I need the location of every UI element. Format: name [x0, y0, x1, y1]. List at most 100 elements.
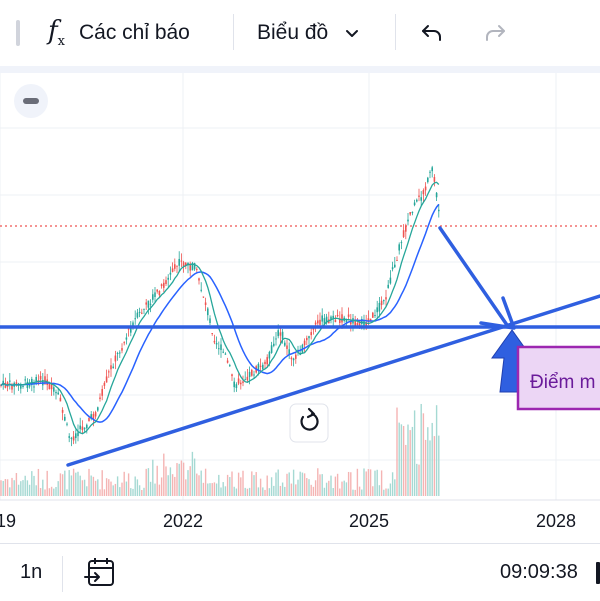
candle-body — [112, 366, 114, 369]
volume-bar — [138, 485, 141, 496]
candle-body — [165, 280, 167, 284]
volume-bar — [88, 468, 90, 496]
candle-body — [35, 377, 37, 383]
candle-body — [77, 432, 79, 437]
candle-body — [288, 349, 290, 355]
volume-bar — [11, 477, 13, 496]
candle-body — [70, 437, 73, 439]
calendar-goto-date-icon[interactable] — [83, 556, 117, 590]
volume-bar — [174, 476, 176, 496]
toolbar-edge-handle[interactable] — [16, 20, 20, 46]
volume-bar — [281, 482, 284, 496]
chevron-down-icon — [346, 30, 359, 37]
volume-bar — [279, 485, 282, 496]
candle-body — [237, 378, 240, 384]
candle-body — [68, 436, 70, 438]
toolbar-separator — [395, 14, 396, 50]
volume-bar — [105, 478, 108, 496]
candle-body — [385, 297, 387, 300]
volume-bar — [176, 463, 178, 496]
candle-body — [416, 199, 418, 202]
candle-body — [356, 323, 359, 326]
volume-bar — [429, 440, 431, 496]
candle-body — [132, 322, 134, 328]
candle-body — [369, 318, 372, 322]
annotation-callout[interactable]: Điểm m — [516, 345, 600, 411]
candle-body — [347, 314, 350, 317]
collapse-legend-button[interactable] — [14, 84, 48, 118]
volume-bar — [330, 475, 332, 496]
redo-icon[interactable] — [482, 20, 508, 46]
candle-body — [207, 308, 209, 316]
candle-body — [292, 358, 295, 361]
volume-bar — [343, 480, 345, 496]
undo-icon[interactable] — [419, 20, 445, 46]
candle-body — [374, 315, 376, 317]
candle-body — [81, 426, 84, 431]
candle-body — [55, 391, 57, 394]
candle-body — [90, 414, 92, 419]
candle-body — [398, 244, 400, 251]
volume-bar — [413, 410, 416, 496]
indicators-button[interactable]: fx Các chỉ báo — [48, 0, 190, 66]
volume-bar — [438, 435, 440, 496]
volume-bar — [116, 476, 119, 496]
candle-body — [422, 190, 425, 195]
candle-body — [22, 385, 24, 387]
volume-bar — [158, 484, 161, 496]
candle-body — [378, 302, 381, 312]
volume-bar — [53, 488, 55, 496]
candle-body — [176, 265, 178, 267]
volume-bar — [46, 470, 48, 496]
annotation-label: Điểm m — [530, 372, 595, 393]
toolbar-divider — [0, 66, 600, 73]
candle-body — [312, 328, 315, 330]
candle-body — [59, 397, 62, 402]
candle-body — [308, 336, 310, 339]
candle-body — [226, 360, 229, 363]
candle-body — [94, 412, 97, 417]
candle-body — [248, 371, 251, 377]
volume-bar — [37, 468, 40, 496]
candle-body — [229, 365, 231, 367]
moving-average-slow — [0, 203, 440, 423]
candle-body — [259, 365, 262, 367]
candle-body — [125, 337, 128, 340]
projection-line[interactable] — [438, 226, 509, 327]
volume-bar — [266, 475, 268, 496]
volume-bar — [339, 488, 341, 496]
volume-bar — [182, 462, 185, 496]
candle-body — [48, 383, 51, 390]
volume-bar — [387, 488, 389, 496]
volume-bar — [79, 475, 81, 496]
chart-canvas[interactable]: Điểm m 19 2022 2025 2028 — [0, 73, 600, 543]
volume-bar — [143, 487, 145, 496]
candle-body — [376, 307, 378, 313]
top-toolbar: fx Các chỉ báo Biểu đồ — [0, 0, 600, 66]
volume-bar — [75, 472, 77, 496]
volume-bar — [380, 470, 383, 496]
chart-area[interactable]: Điểm m 19 2022 2025 2028 — [0, 73, 600, 543]
candle-body — [101, 389, 103, 396]
candle-body — [279, 332, 282, 336]
candle-body — [438, 209, 440, 212]
volume-bar — [226, 474, 229, 496]
candle-body — [411, 211, 414, 214]
candle-body — [420, 197, 422, 201]
chart-type-menu-button[interactable]: Biểu đồ — [257, 0, 360, 66]
candle-body — [418, 195, 420, 197]
volume-bar — [240, 477, 242, 496]
minus-icon — [23, 98, 39, 104]
candle-body — [409, 212, 411, 215]
candle-body — [306, 337, 308, 341]
moving-average-fast — [0, 181, 440, 435]
candle-body — [213, 340, 216, 343]
volume-bar — [398, 422, 400, 496]
interval-1n-button[interactable]: 1n — [20, 561, 43, 583]
candle-body — [268, 351, 271, 359]
candle-body — [79, 425, 81, 430]
reset-chart-button[interactable] — [289, 403, 329, 443]
volume-bar — [290, 483, 293, 496]
candle-body — [424, 186, 427, 191]
candle-body — [262, 364, 264, 369]
